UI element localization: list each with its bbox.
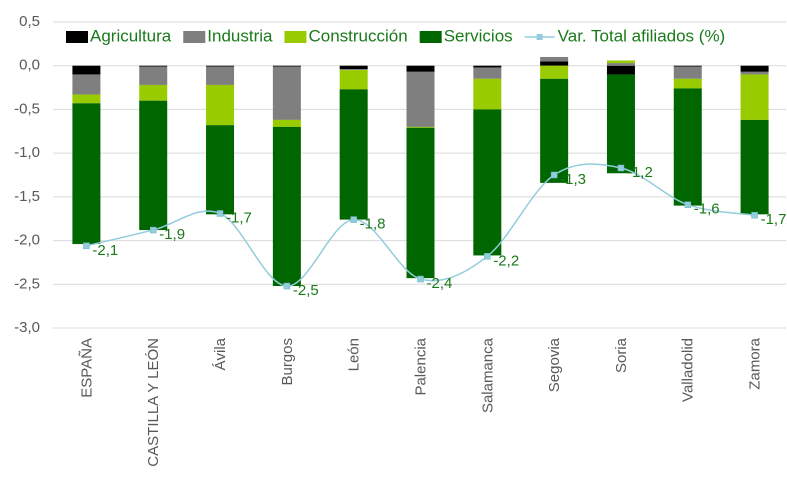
bar-segment (673, 88, 702, 206)
bar-segment (206, 65, 235, 67)
bar-segment (72, 103, 101, 245)
bar-segment (540, 56, 569, 62)
legend-label: Var. Total afiliados (%) (558, 26, 726, 45)
x-tick-label: Palencia (412, 337, 429, 395)
legend-swatch (183, 31, 206, 43)
bar-segment (339, 65, 368, 70)
legend-label: Agricultura (90, 26, 172, 45)
data-label: -2,5 (293, 282, 319, 299)
bar-segment (139, 84, 168, 101)
legend-swatch (284, 31, 307, 43)
data-label: -1,7 (226, 209, 252, 226)
legend-label: Industria (207, 26, 273, 45)
line-marker (350, 216, 357, 223)
data-label: -2,4 (427, 275, 453, 292)
y-tick-label: -3,0 (14, 319, 40, 336)
line-marker (751, 211, 758, 219)
line-marker (216, 210, 224, 217)
bar-segment (339, 69, 368, 71)
bar-segment (139, 65, 168, 67)
y-tick-label: -2,0 (14, 232, 40, 249)
bar-segment (740, 119, 769, 215)
bar-segment (606, 74, 635, 174)
bar-segment (72, 74, 101, 95)
bar-segment (406, 127, 435, 279)
bar-segment (740, 74, 769, 120)
legend-swatch (419, 31, 442, 43)
line-marker (484, 253, 491, 260)
y-tick-label: 0,5 (19, 13, 40, 30)
line-marker (83, 242, 90, 250)
bar-segment (606, 63, 635, 66)
legend-swatch (66, 31, 88, 43)
bar-segment (406, 71, 435, 127)
bar-segment (673, 65, 702, 67)
bar-segment (272, 119, 301, 127)
bar-segment (72, 94, 101, 104)
bar-segment (272, 126, 301, 287)
y-tick-label: -0,5 (14, 100, 40, 117)
bar-segment (206, 66, 235, 85)
line (86, 163, 755, 287)
x-tick-label: Burgos (279, 338, 296, 386)
y-tick-label: 0,0 (19, 57, 40, 74)
bar-segment (740, 65, 769, 72)
line-marker (149, 226, 157, 234)
x-tick-label: ESPAÑA (78, 338, 95, 398)
x-tick-label: Salamanca (479, 337, 496, 413)
data-label: -1,2 (627, 164, 653, 181)
x-tick-label: Ávila (212, 337, 229, 370)
data-label: -2,2 (493, 252, 519, 269)
data-label: -2,1 (92, 242, 118, 259)
bar-segment (72, 65, 101, 75)
x-tick-label: Segovia (546, 337, 563, 392)
line-marker (550, 171, 558, 179)
y-tick-label: -1,5 (14, 188, 40, 205)
line-marker (283, 282, 291, 290)
bar-segment (673, 78, 702, 89)
bar-segment (406, 126, 435, 128)
bar-segment (406, 65, 435, 72)
x-tick-label: Zamora (747, 337, 764, 389)
bar-segment (540, 61, 569, 66)
bar-segment (272, 66, 301, 120)
x-tick-label: CASTILLA Y LEÓN (145, 338, 162, 467)
bar-segment (740, 71, 769, 75)
bar-segment (473, 67, 502, 79)
bar-segment (339, 70, 368, 90)
legend-label: Servicios (444, 26, 513, 45)
data-label: -1,6 (694, 201, 720, 218)
bar-segment (339, 89, 368, 220)
bar-segment (139, 100, 168, 231)
legend-label: Construcción (308, 26, 407, 45)
bar-segment (606, 60, 635, 64)
x-tick-label: Valladolid (680, 338, 697, 402)
line-marker (417, 275, 424, 283)
data-label: -1,3 (560, 171, 586, 188)
bar-segment (673, 66, 702, 79)
bar-segment (540, 65, 569, 79)
line-marker (684, 201, 692, 208)
bar-segment (606, 65, 635, 75)
data-label: -1,8 (360, 216, 386, 233)
bar-segment (540, 78, 569, 183)
data-label: -1,7 (761, 211, 787, 228)
bar-segment (206, 84, 235, 126)
bar-segment (473, 65, 502, 68)
data-label: -1,9 (159, 226, 185, 243)
bar-segment (272, 65, 301, 67)
bar-segment (139, 66, 168, 85)
y-tick-label: -2,5 (14, 275, 40, 292)
bar-segment (473, 109, 502, 256)
x-tick-label: Soria (613, 337, 630, 373)
x-tick-label: León (346, 338, 363, 371)
line-marker (617, 164, 625, 172)
legend-marker (536, 34, 543, 40)
bar-segment (473, 78, 502, 110)
y-tick-label: -1,0 (14, 144, 40, 161)
bar-segment (206, 125, 235, 215)
